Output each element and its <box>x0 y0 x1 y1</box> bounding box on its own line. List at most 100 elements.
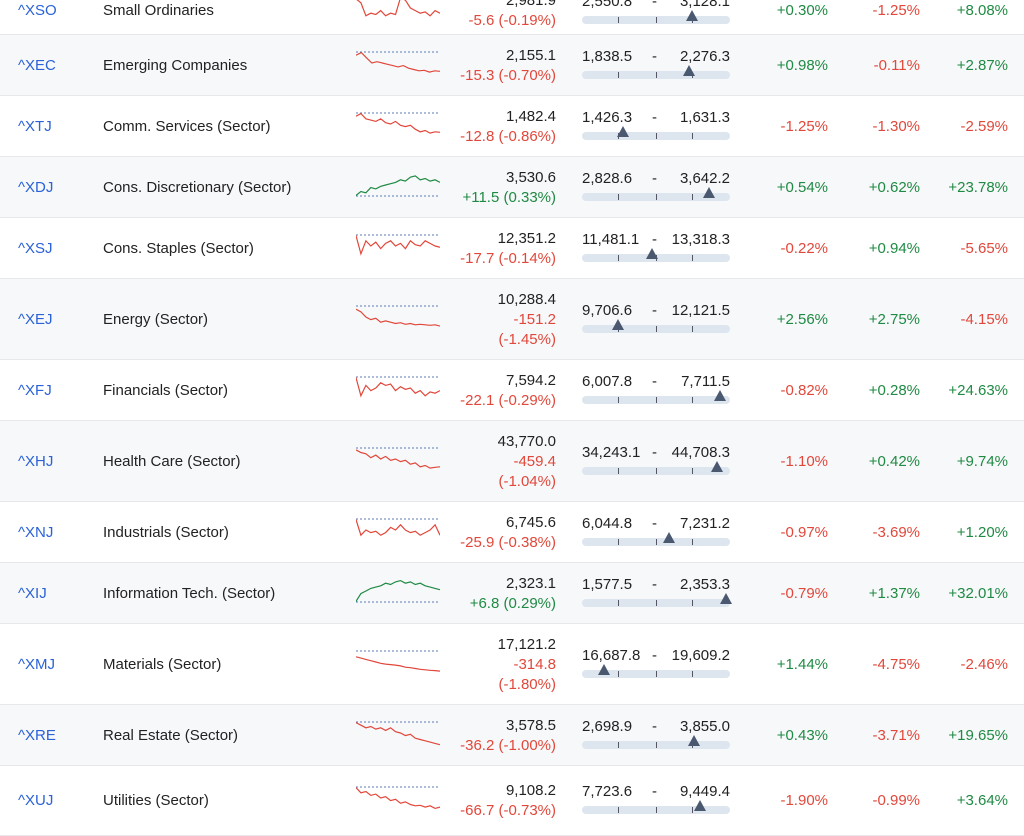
day-range: 1,577.5 - 2,353.3 <box>582 576 732 607</box>
range-tick <box>618 741 619 748</box>
price-change: -17.7 (-0.14%) <box>460 249 556 267</box>
price-change: +6.8 (0.29%) <box>469 594 556 612</box>
symbol-link[interactable]: ^XRE <box>18 726 56 744</box>
table-row[interactable]: ^XUJ Utilities (Sector) 9,108.2 -66.7 (-0.7… <box>0 766 1024 836</box>
sparkline-series <box>356 579 440 602</box>
price-change: -15.3 (-0.70%) <box>460 66 556 84</box>
range-high: 44,708.3 <box>671 443 730 461</box>
pct-change-1: -1.10% <box>780 452 828 470</box>
pct-change-2: -0.11% <box>873 56 920 74</box>
day-range: 1,838.5 - 2,276.3 <box>582 48 732 79</box>
pct-change-3: +32.01% <box>948 584 1008 602</box>
range-separator: - <box>652 443 657 461</box>
symbol-link[interactable]: ^XSJ <box>18 239 53 257</box>
symbol-link[interactable]: ^XSO <box>18 2 57 19</box>
pct-change-3: -5.65% <box>960 239 1008 257</box>
pct-change-3: +23.78% <box>948 178 1008 196</box>
table-row[interactable]: ^XMJ Materials (Sector) 17,121.2 -314.8 (-1… <box>0 624 1024 705</box>
last-price: 6,745.6 <box>505 513 556 531</box>
last-price: 12,351.2 <box>497 229 556 247</box>
price-cell: 1,482.4 -12.8 (-0.86%) <box>460 107 556 147</box>
pct-change-3: +24.63% <box>948 381 1008 399</box>
pct-change-2: +0.94% <box>868 239 920 257</box>
pct-change-3: +2.87% <box>956 56 1008 74</box>
pct-change-1: +0.30% <box>776 2 828 19</box>
price-change: -12.8 (-0.86%) <box>460 127 556 145</box>
range-separator: - <box>652 47 657 65</box>
symbol-link[interactable]: ^XEC <box>18 56 56 74</box>
range-marker <box>688 734 701 746</box>
range-low: 6,007.8 <box>582 372 633 390</box>
pct-change-1: +2.56% <box>776 310 828 328</box>
range-bar <box>582 734 730 749</box>
pct-change-3: -2.59% <box>960 117 1008 135</box>
range-high: 2,353.3 <box>679 575 730 593</box>
symbol-link[interactable]: ^XDJ <box>18 178 54 196</box>
pct-change-2: -4.75% <box>872 655 920 673</box>
table-row[interactable]: ^XEC Emerging Companies 2,155.1 -15.3 (-0.7… <box>0 35 1024 96</box>
range-tick <box>618 670 619 677</box>
range-marker <box>663 531 676 543</box>
price-change: -22.1 (-0.29%) <box>460 391 556 409</box>
index-name: Utilities (Sector) <box>103 792 209 809</box>
symbol-link[interactable]: ^XIJ <box>18 584 47 602</box>
sparkline-series <box>356 721 440 745</box>
range-tick <box>618 71 619 78</box>
table-row[interactable]: ^XHJ Health Care (Sector) 43,770.0 -459.4 (… <box>0 421 1024 502</box>
range-high: 12,121.5 <box>671 301 730 319</box>
range-separator: - <box>652 717 657 735</box>
range-low: 11,481.1 <box>582 230 640 248</box>
pct-change-3: +19.65% <box>948 726 1008 744</box>
table-row[interactable]: ^XNJ Industrials (Sector) 6,745.6 -25.9 (-0… <box>0 502 1024 563</box>
pct-change-1: -0.22% <box>780 239 828 257</box>
symbol-link[interactable]: ^XMJ <box>18 655 56 673</box>
day-range: 2,550.8 - 3,128.1 <box>582 0 732 24</box>
table-row[interactable]: ^XSJ Cons. Staples (Sector) 12,351.2 -17.7 … <box>0 218 1024 279</box>
price-cell: 2,323.1 +6.8 (0.29%) <box>470 574 556 614</box>
range-high: 7,231.2 <box>679 514 730 532</box>
range-marker <box>598 663 611 675</box>
sparkline-chart <box>356 305 440 327</box>
range-separator: - <box>652 646 657 664</box>
index-name: Health Care (Sector) <box>103 452 241 470</box>
range-tick <box>656 396 657 403</box>
table-row[interactable]: ^XTJ Comm. Services (Sector) 1,482.4 -12.8 … <box>0 96 1024 157</box>
symbol-link[interactable]: ^XFJ <box>18 381 52 399</box>
table-row[interactable]: ^XEJ Energy (Sector) 10,288.4 -151.2 (-1.45… <box>0 279 1024 360</box>
table-row[interactable]: ^XSO Small Ordinaries 2,981.9 -5.6 (-0.19%)… <box>0 0 1024 35</box>
range-bar <box>582 531 730 546</box>
range-low: 1,838.5 <box>582 47 633 65</box>
symbol-link[interactable]: ^XEJ <box>18 310 53 328</box>
symbol-link[interactable]: ^XNJ <box>18 523 54 541</box>
symbol-link[interactable]: ^XHJ <box>18 452 54 470</box>
symbol-link[interactable]: ^XUJ <box>18 792 54 809</box>
symbol-link[interactable]: ^XTJ <box>18 117 52 135</box>
range-tick <box>692 396 693 403</box>
day-range: 1,426.3 - 1,631.3 <box>582 109 732 140</box>
table-row[interactable]: ^XRE Real Estate (Sector) 3,578.5 -36.2 (-1… <box>0 705 1024 766</box>
table-row[interactable]: ^XIJ Information Tech. (Sector) 2,323.1 +6.… <box>0 563 1024 624</box>
table-row[interactable]: ^XDJ Cons. Discretionary (Sector) 3,530.6 +… <box>0 157 1024 218</box>
day-range: 6,007.8 - 7,711.5 <box>582 373 732 404</box>
range-bar <box>582 186 730 201</box>
price-cell: 2,981.9 -5.6 (-0.19%) <box>468 0 556 31</box>
sparkline-series <box>356 787 440 810</box>
range-tick <box>692 193 693 200</box>
index-name: Information Tech. (Sector) <box>103 584 276 602</box>
range-tick <box>656 71 657 78</box>
range-tick <box>692 254 693 261</box>
last-price: 3,530.6 <box>505 168 556 186</box>
range-tick <box>656 193 657 200</box>
sparkline-series <box>356 448 440 469</box>
index-name: Industrials (Sector) <box>103 523 229 541</box>
range-marker <box>719 592 732 604</box>
range-separator: - <box>652 108 657 126</box>
sparkline-series <box>356 308 440 327</box>
sparkline-chart <box>356 721 440 745</box>
range-tick <box>656 467 657 474</box>
range-separator: - <box>652 372 657 390</box>
last-price: 3,578.5 <box>505 716 556 734</box>
last-price: 1,482.4 <box>505 107 556 125</box>
table-row[interactable]: ^XFJ Financials (Sector) 7,594.2 -22.1 (-0.… <box>0 360 1024 421</box>
